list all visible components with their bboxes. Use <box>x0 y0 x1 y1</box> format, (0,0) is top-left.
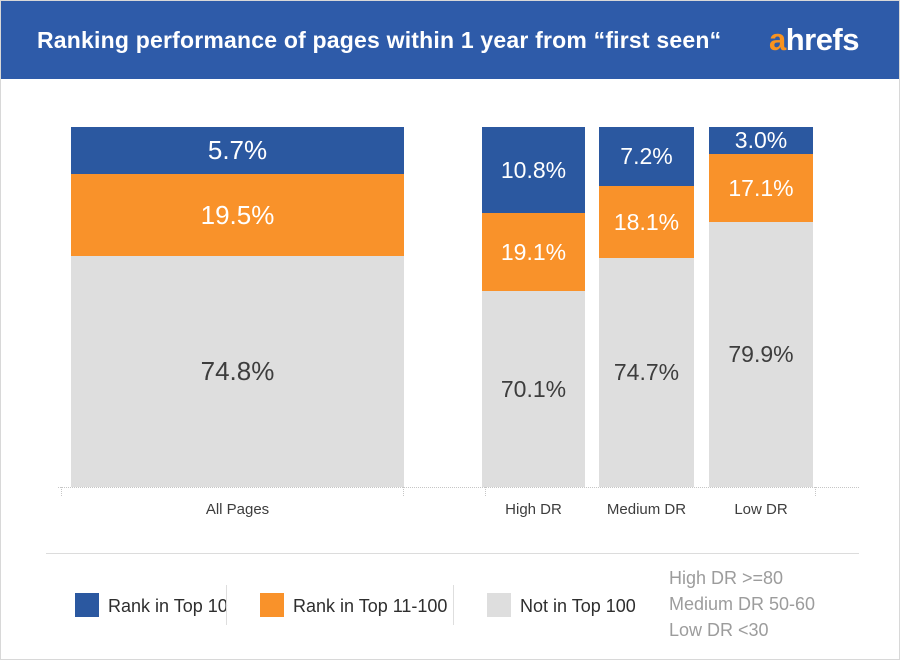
dr-note-line: High DR >=80 <box>669 568 784 588</box>
segment-rank-in-top-10: 3.0% <box>709 127 813 154</box>
legend-label-rank-in-top-11-100: Rank in Top 11-100 <box>293 596 448 616</box>
value-label: 74.8% <box>200 356 275 386</box>
dr-note-line: Low DR <30 <box>669 620 769 640</box>
value-label: 19.5% <box>200 199 275 230</box>
bar-high-dr: 10.8% 19.1% 70.1% <box>482 127 585 487</box>
segment-rank-in-top-11-100: 18.1% <box>599 186 694 258</box>
x-axis-tick <box>61 487 62 496</box>
legend-swatch-not-in-top-100 <box>487 593 511 617</box>
value-label: 17.1% <box>728 174 794 201</box>
x-axis-tick <box>485 487 486 496</box>
segment-rank-in-top-11-100: 19.1% <box>482 213 585 291</box>
x-axis-tick <box>403 487 404 496</box>
bar-low-dr: 3.0% 17.1% 79.9% <box>709 127 813 487</box>
dr-note-line: Medium DR 50-60 <box>669 594 816 614</box>
legend-separator <box>453 585 454 625</box>
ahrefs-logo-rest: hrefs <box>785 22 860 57</box>
legend-separator <box>226 585 227 625</box>
segment-rank-in-top-10: 5.7% <box>71 127 404 174</box>
value-label: 18.1% <box>613 208 680 235</box>
category-label-high-dr: High DR <box>505 501 562 518</box>
category-label-all-pages: All Pages <box>205 501 270 518</box>
legend-label-rank-in-top-10: Rank in Top 10 <box>108 596 228 616</box>
bar-medium-dr: 7.2% 18.1% 74.7% <box>599 127 694 487</box>
x-axis-tick <box>815 487 816 496</box>
bar-all-pages: 5.7% 19.5% 74.8% <box>71 127 404 487</box>
segment-rank-in-top-11-100: 17.1% <box>709 154 813 222</box>
category-label-low-dr: Low DR <box>734 501 788 518</box>
value-label: 3.0% <box>734 127 788 153</box>
ahrefs-logo-a: a <box>768 22 786 57</box>
segment-not-in-top-100: 79.9% <box>709 222 813 487</box>
chart-header: Ranking performance of pages within 1 ye… <box>1 1 899 79</box>
ahrefs-logo: ahrefs <box>768 22 860 58</box>
segment-rank-in-top-11-100: 19.5% <box>71 174 404 256</box>
legend-swatch-rank-in-top-11-100 <box>260 593 284 617</box>
legend-swatch-rank-in-top-10 <box>75 593 99 617</box>
x-axis-baseline <box>58 487 859 488</box>
value-label: 5.7% <box>207 135 268 165</box>
segment-not-in-top-100: 70.1% <box>482 291 585 487</box>
value-label: 10.8% <box>500 156 567 183</box>
segment-rank-in-top-10: 10.8% <box>482 127 585 213</box>
chart-title: Ranking performance of pages within 1 ye… <box>37 26 722 53</box>
segment-not-in-top-100: 74.7% <box>599 258 694 487</box>
value-label: 19.1% <box>500 238 567 265</box>
segment-not-in-top-100: 74.8% <box>71 256 404 487</box>
value-label: 79.9% <box>728 341 794 367</box>
value-label: 70.1% <box>500 375 567 402</box>
legend-divider-line <box>46 553 859 554</box>
category-label-medium-dr: Medium DR <box>606 501 687 518</box>
legend-label-not-in-top-100: Not in Top 100 <box>520 596 636 616</box>
value-label: 74.7% <box>613 359 680 385</box>
value-label: 7.2% <box>620 143 673 169</box>
segment-rank-in-top-10: 7.2% <box>599 127 694 186</box>
dr-notes: High DR >=80 Medium DR 50-60 Low DR <30 <box>669 565 815 643</box>
